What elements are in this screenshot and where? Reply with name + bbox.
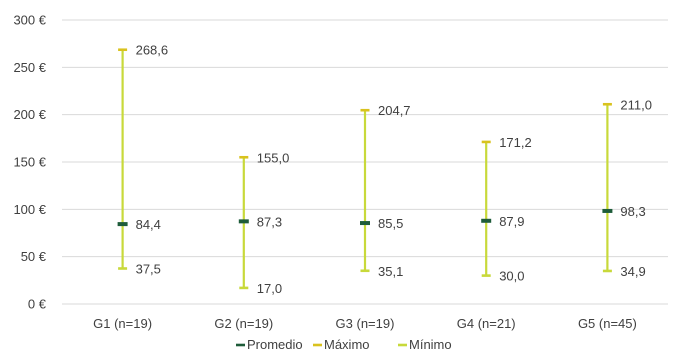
x-tick-label: G4 (n=21) <box>457 316 516 331</box>
y-tick-label: 250 € <box>13 60 46 75</box>
y-tick-label: 100 € <box>13 202 46 217</box>
average-value-label: 85,5 <box>378 216 403 231</box>
max-value-label: 268,6 <box>136 43 169 58</box>
data-labels: 268,6 84,4 37,5 155,0 87,3 17,0 204,7 85,5 35,1 1… <box>136 43 652 296</box>
y-tick-label: 200 € <box>13 107 46 122</box>
legend-label-maximo: Máximo <box>324 337 370 352</box>
legend-label-minimo: Mínimo <box>409 337 452 352</box>
max-value-label: 171,2 <box>499 135 532 150</box>
x-tick-label: G5 (n=45) <box>578 316 637 331</box>
average-value-label: 87,9 <box>499 214 524 229</box>
max-value-label: 204,7 <box>378 103 411 118</box>
average-value-label: 87,3 <box>257 214 282 229</box>
max-value-label: 211,0 <box>620 97 652 112</box>
y-tick-label: 0 € <box>28 297 47 312</box>
legend-label-promedio: Promedio <box>247 337 303 352</box>
range-marks <box>117 48 613 290</box>
y-tick-label: 50 € <box>21 249 47 264</box>
average-value-label: 84,4 <box>136 217 161 232</box>
y-tick-label: 300 € <box>13 13 46 28</box>
max-value-label: 155,0 <box>257 150 290 165</box>
min-value-label: 17,0 <box>257 281 282 296</box>
min-value-label: 35,1 <box>378 264 403 279</box>
y-tick-label: 150 € <box>13 155 46 170</box>
min-value-label: 37,5 <box>136 262 161 277</box>
x-axis-tick-labels: G1 (n=19) G2 (n=19) G3 (n=19) G4 (n=21) G5 (… <box>93 316 637 331</box>
average-value-label: 98,3 <box>620 204 645 219</box>
x-tick-label: G3 (n=19) <box>336 316 395 331</box>
x-tick-label: G1 (n=19) <box>93 316 152 331</box>
legend: Promedio Máximo Mínimo <box>236 337 452 352</box>
min-value-label: 34,9 <box>620 264 645 279</box>
min-value-label: 30,0 <box>499 269 524 284</box>
x-tick-label: G2 (n=19) <box>214 316 273 331</box>
y-axis-tick-labels: 0 € 50 € 100 € 150 € 200 € 250 € 300 € <box>13 13 46 312</box>
